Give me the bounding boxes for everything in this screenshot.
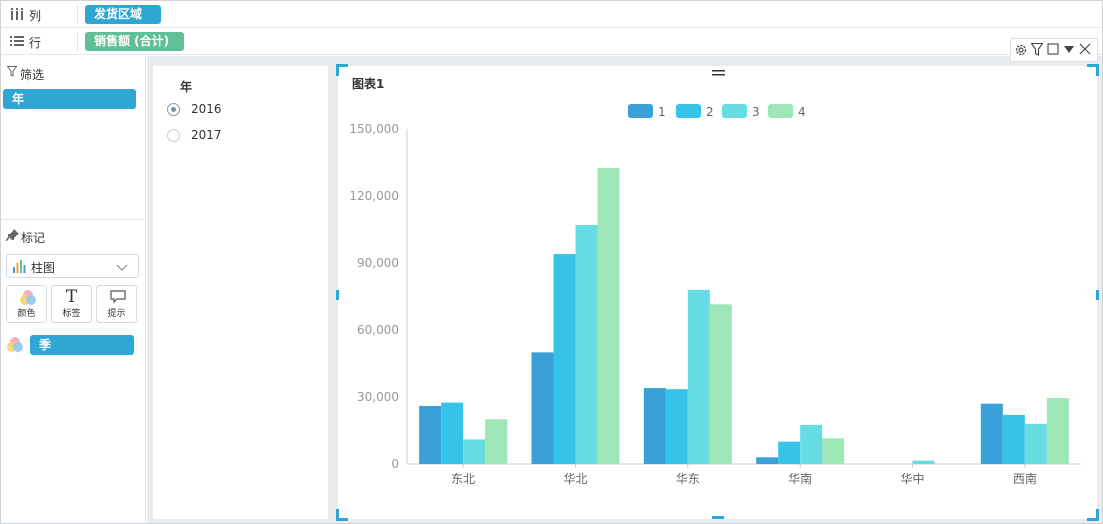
left-panel: 筛选 年 标记 柱图 颜色 T 标签 提示 季 xyxy=(1,56,146,523)
speech-bubble-icon xyxy=(110,290,126,307)
bar-chart-icon xyxy=(13,260,27,276)
chart-toolbar xyxy=(1010,38,1098,62)
filter-icon[interactable] xyxy=(1030,42,1044,57)
resize-corner-tr[interactable] xyxy=(1087,64,1099,76)
year-filter-panel: 年 2016 2017 xyxy=(153,66,328,519)
drag-handle-icon[interactable] xyxy=(712,67,726,81)
radio-2016[interactable] xyxy=(167,103,180,116)
columns-label: 列 xyxy=(29,9,42,23)
tooltip-button-label: 提示 xyxy=(107,309,126,319)
chevron-down-icon xyxy=(116,261,128,275)
radio-label-2016: 2016 xyxy=(191,102,222,116)
shelf-divider xyxy=(77,5,78,24)
resize-corner-br[interactable] xyxy=(1087,509,1099,521)
resize-corner-tl[interactable] xyxy=(336,64,348,76)
shelf-divider xyxy=(77,32,78,51)
chart-type-dropdown[interactable]: 柱图 xyxy=(6,254,139,278)
color-field-pill[interactable]: 季 xyxy=(30,335,134,355)
color-button[interactable]: 颜色 xyxy=(6,285,47,323)
rows-field-pill[interactable]: 销售额 (合计) xyxy=(85,32,184,51)
maximize-icon[interactable] xyxy=(1046,43,1060,57)
color-palette-icon xyxy=(19,289,37,310)
resize-corner-bl[interactable] xyxy=(336,509,348,521)
color-palette-icon xyxy=(6,336,24,357)
pin-icon xyxy=(5,229,19,244)
marks-title: 标记 xyxy=(21,231,46,245)
chart-panel xyxy=(338,66,1097,519)
resize-handle-right[interactable] xyxy=(1096,290,1099,300)
color-button-label: 颜色 xyxy=(17,309,36,319)
resize-handle-bottom[interactable] xyxy=(712,516,724,519)
filter-field-pill[interactable]: 年 xyxy=(3,89,136,109)
rows-label: 行 xyxy=(29,36,42,50)
rows-icon xyxy=(10,35,26,49)
label-button-label: 标签 xyxy=(62,309,81,319)
gear-icon[interactable] xyxy=(1014,43,1028,57)
label-button[interactable]: T 标签 xyxy=(51,285,92,323)
radio-label-2017: 2017 xyxy=(191,128,222,142)
caret-down-icon[interactable] xyxy=(1062,43,1076,57)
text-icon: T xyxy=(65,287,78,307)
year-filter-title: 年 xyxy=(180,80,193,94)
close-icon[interactable] xyxy=(1078,43,1092,57)
tooltip-button[interactable]: 提示 xyxy=(96,285,137,323)
columns-field-pill[interactable]: 发货区域 xyxy=(85,5,161,24)
radio-2017[interactable] xyxy=(167,129,180,142)
rows-shelf: 行 销售额 (合计) xyxy=(1,28,1102,55)
chart-type-value: 柱图 xyxy=(31,261,56,275)
section-divider xyxy=(1,219,146,220)
filter-title: 筛选 xyxy=(20,68,45,82)
columns-shelf: 列 发货区域 xyxy=(1,1,1102,28)
filter-icon xyxy=(6,66,18,80)
resize-handle-left[interactable] xyxy=(336,290,339,300)
columns-icon xyxy=(10,8,26,22)
